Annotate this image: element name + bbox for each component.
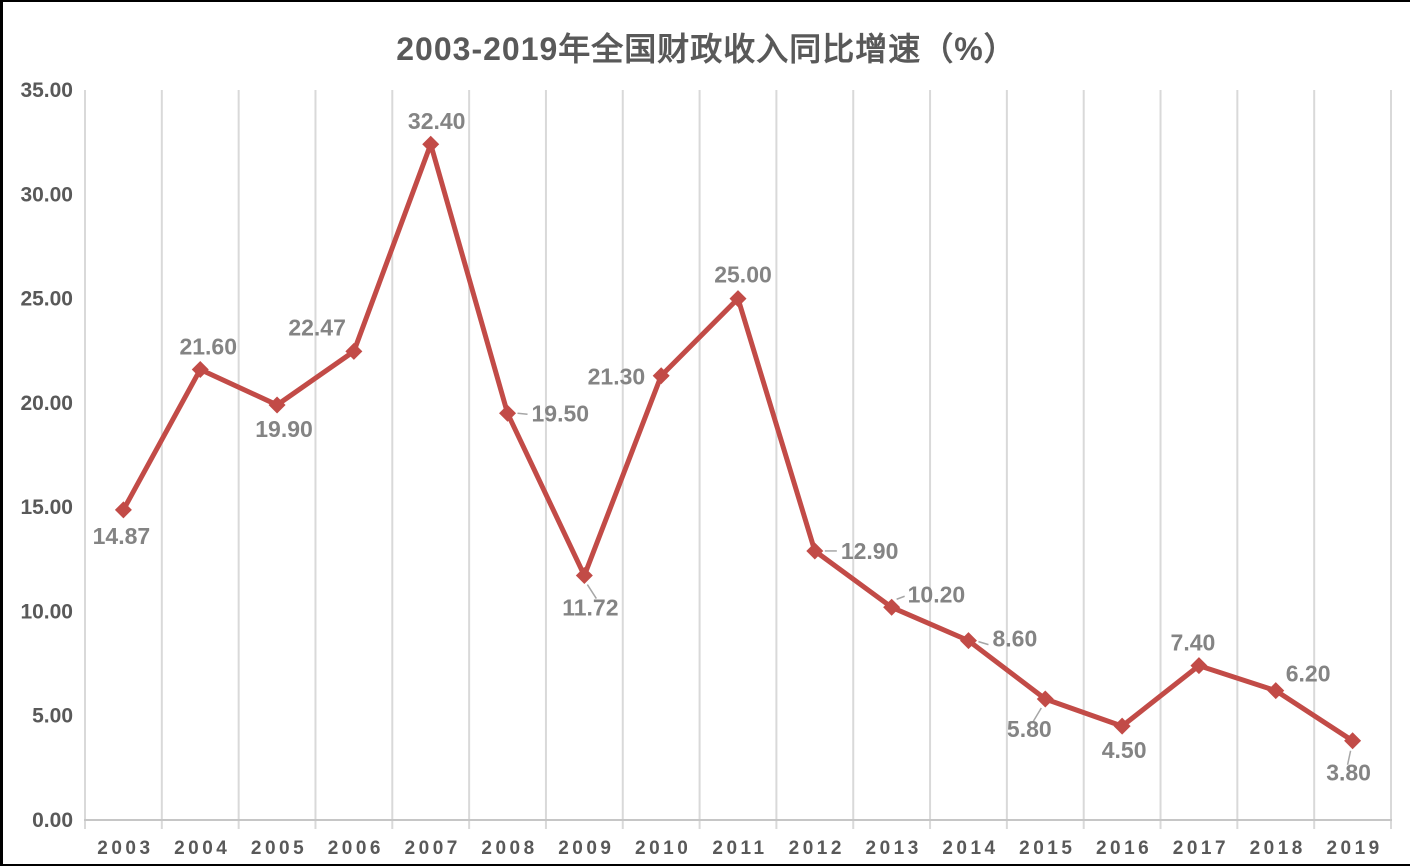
label-leader-line [1346, 750, 1352, 765]
x-axis-label: 2008 [481, 838, 537, 859]
y-axis-label: 15.00 [20, 496, 73, 519]
x-axis-label: 2018 [1250, 838, 1306, 859]
data-point-label: 25.00 [714, 262, 772, 288]
x-axis-label: 2019 [1326, 838, 1382, 859]
data-point-marker [499, 404, 517, 422]
data-point-marker [1036, 690, 1054, 708]
data-point-label: 6.20 [1286, 661, 1331, 687]
data-point-marker [729, 290, 747, 308]
data-point-label: 5.80 [1007, 716, 1052, 742]
label-leader-line [586, 584, 597, 599]
y-axis-label: 5.00 [32, 705, 73, 728]
data-point-marker [959, 632, 977, 650]
data-point-marker [422, 135, 440, 153]
x-axis-label: 2017 [1173, 838, 1229, 859]
y-axis-label: 0.00 [32, 809, 73, 832]
data-point-marker [1190, 657, 1208, 675]
y-axis-label: 30.00 [20, 183, 73, 206]
line-chart-canvas: 0.00 5.00 10.00 15.00 20.00 25.00 30.00 35.00 20… [20, 79, 1392, 859]
x-axis-label: 2006 [328, 838, 384, 859]
data-point-label: 21.30 [588, 364, 646, 390]
label-leader-line [1031, 707, 1042, 724]
data-point-marker [1267, 682, 1285, 700]
data-point-label: 10.20 [908, 581, 966, 607]
x-axis-label: 2005 [251, 838, 307, 859]
data-point-marker [652, 367, 670, 385]
x-axis-label: 2004 [174, 838, 230, 859]
data-point-label: 4.50 [1102, 737, 1147, 763]
data-point-marker [268, 396, 286, 414]
data-point-label: 32.40 [408, 108, 466, 134]
data-point-label: 22.47 [288, 314, 346, 340]
data-point-marker [191, 360, 209, 378]
data-point-marker [1344, 732, 1362, 750]
chart-title: 2003-2019年全国财政收入同比增速（%） [396, 31, 1017, 67]
x-axis-label: 2012 [789, 838, 845, 859]
x-axis-label: 2009 [558, 838, 614, 859]
y-axis-label: 35.00 [20, 79, 73, 102]
y-axis-label: 25.00 [20, 288, 73, 311]
label-leader-line [978, 640, 989, 646]
label-leader-line [517, 412, 528, 416]
data-point-label: 8.60 [992, 626, 1037, 652]
data-point-label: 14.87 [93, 523, 151, 549]
x-axis-label: 2007 [405, 838, 461, 859]
x-axis-label: 2003 [97, 838, 153, 859]
x-axis-label: 2010 [635, 838, 691, 859]
data-point-label: 19.50 [532, 400, 590, 426]
data-point-marker [575, 567, 593, 585]
x-axis-label: 2015 [1019, 838, 1075, 859]
data-point-label: 11.72 [562, 595, 618, 621]
data-point-marker [114, 501, 132, 519]
data-point-label: 19.90 [255, 416, 313, 442]
data-point-marker [883, 598, 901, 616]
data-point-label: 7.40 [1171, 630, 1216, 656]
data-point-marker [806, 542, 824, 560]
x-axis-label: 2011 [712, 838, 767, 859]
data-point-marker [345, 342, 363, 360]
label-leader-line [896, 595, 905, 600]
y-axis-label: 20.00 [20, 392, 73, 415]
data-point-label: 12.90 [841, 538, 899, 564]
series-line [120, 136, 1356, 744]
data-point-label: 21.60 [179, 333, 237, 359]
x-axis-label: 2016 [1096, 838, 1152, 859]
y-axis-label: 10.00 [20, 600, 73, 623]
data-point-marker [1113, 717, 1131, 735]
x-axis-label: 2014 [942, 838, 998, 859]
data-point-label: 3.80 [1326, 760, 1371, 786]
x-axis-label: 2013 [866, 838, 922, 859]
